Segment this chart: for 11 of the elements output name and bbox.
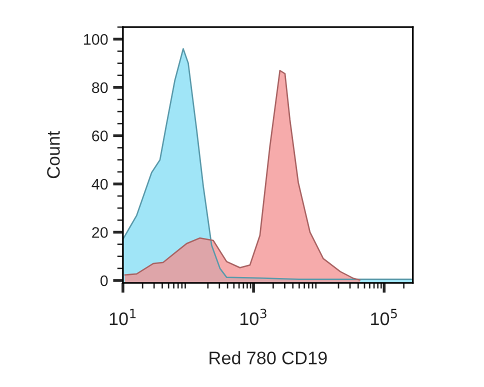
x-axis-title: Red 780 CD19 [210,351,327,364]
y-tick-label: 100 [84,34,108,45]
x-tick-label: 10$^{5}$ [371,308,397,326]
x-tick-label: 10$^{1}$ [110,308,136,326]
x-tick-label: 10$^{3}$ [240,308,266,326]
y-tick-label: 80 [92,82,108,94]
y-tick-label: 0 [100,275,108,286]
y-tick-label: 40 [92,178,108,190]
y-axis-title: Count [47,131,60,178]
y-tick-label: 60 [92,130,108,142]
y-tick-label: 20 [92,227,108,238]
